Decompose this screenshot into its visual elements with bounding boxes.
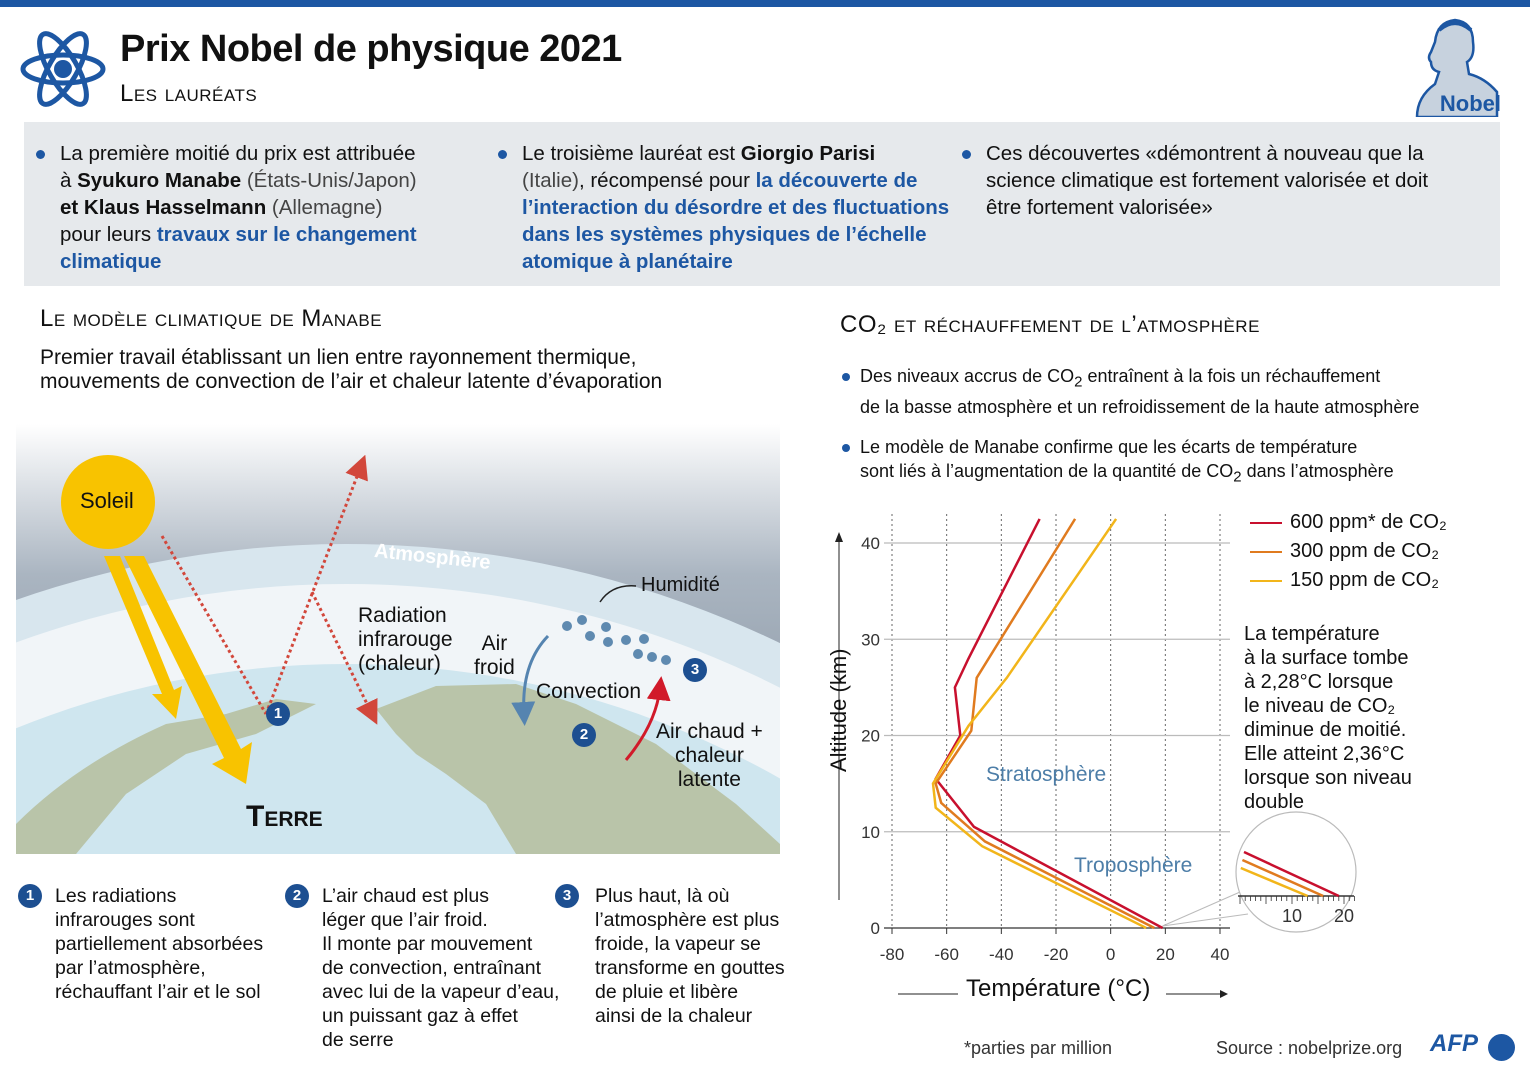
- humidity-dots: [562, 615, 671, 665]
- svg-text:30: 30: [861, 630, 880, 649]
- svg-text:-80: -80: [880, 945, 905, 964]
- legend-item-300: 300 ppm de CO₂: [1250, 537, 1447, 566]
- sun-label: Soleil: [80, 488, 134, 513]
- legend-swatch: [1250, 521, 1282, 524]
- source-credit: Source : nobelprize.org: [1216, 1038, 1403, 1058]
- chart-legend: 600 ppm* de CO₂ 300 ppm de CO₂ 150 ppm d…: [1250, 508, 1447, 595]
- page-subtitle: Les lauréats: [120, 80, 258, 107]
- continents: [16, 684, 780, 854]
- bullet-icon: [36, 150, 45, 159]
- step-2: 2 L’air chaud est plus léger que l’air f…: [285, 884, 559, 1052]
- info-column-1: La première moitié du prix est attribuée…: [36, 140, 480, 275]
- legend-swatch: [1250, 579, 1282, 582]
- co2-bullet-2: Le modèle de Manabe confirme que les éca…: [842, 435, 1419, 490]
- info-column-3: Ces découvertes «démontrent à nouveau qu…: [962, 140, 1456, 221]
- sun-icon: [61, 455, 155, 549]
- temperature-altitude-chart: 0 10 20 30 40 -80 -60 -40 -20 0 20 40 Température (°…: [826, 514, 1357, 1002]
- highlight-parisi: la découverte de l’interaction du désord…: [522, 169, 950, 273]
- afp-logo-dot-icon: [1488, 1034, 1515, 1061]
- svg-text:0: 0: [1106, 945, 1115, 964]
- co2-section-title: CO₂ et réchauffement de l’atmosphère: [840, 311, 1260, 338]
- step-3: 3 Plus haut, là où l’atmosphère est plus…: [555, 884, 785, 1028]
- step-1: 1 Les radiations infrarouges sont partie…: [18, 884, 263, 1004]
- humidity-label: Humidité: [641, 574, 720, 596]
- radiation-label: Radiation infrarouge (chaleur): [358, 604, 453, 675]
- svg-text:20: 20: [1156, 945, 1175, 964]
- page-title: Prix Nobel de physique 2021: [120, 28, 622, 70]
- svg-text:0: 0: [871, 919, 880, 938]
- nobel-logo-text: Nobel: [1439, 91, 1501, 116]
- convection-label: Convection: [536, 680, 642, 703]
- svg-text:40: 40: [1211, 945, 1230, 964]
- svg-text:Altitude (km): Altitude (km): [826, 649, 851, 772]
- co2-bullets: Des niveaux accrus de CO2 entraînent à l…: [842, 364, 1419, 505]
- earth-atmosphere-diagram: [16, 424, 780, 854]
- bullet-icon: [842, 443, 850, 452]
- top-accent-bar: [0, 0, 1530, 7]
- legend-swatch: [1250, 550, 1282, 553]
- atom-icon: [20, 31, 106, 107]
- svg-text:-40: -40: [989, 945, 1014, 964]
- marker-2-badge: 2: [572, 723, 596, 747]
- svg-text:Température (°C): Température (°C): [966, 975, 1150, 1002]
- bullet-icon: [842, 373, 850, 381]
- svg-text:-60: -60: [934, 945, 959, 964]
- step-3-badge: 3: [555, 884, 579, 908]
- quote-text: Ces découvertes «démontrent à nouveau qu…: [986, 142, 1429, 219]
- svg-text:Stratosphère: Stratosphère: [986, 763, 1106, 786]
- laureate-manabe: Syukuro Manabe: [77, 169, 242, 192]
- warm-air-label: Air chaud + chaleur latente: [656, 720, 763, 791]
- nobel-portrait-icon: [1415, 18, 1499, 119]
- bullet-icon: [498, 150, 507, 159]
- earth-label: Terre: [246, 800, 323, 833]
- legend-item-600: 600 ppm* de CO₂: [1250, 508, 1447, 537]
- step-2-badge: 2: [285, 884, 309, 908]
- marker-1-badge: 1: [266, 702, 290, 726]
- highlight-climate: travaux sur le changement climatique: [60, 223, 417, 273]
- laureate-parisi: Giorgio Parisi: [740, 142, 876, 165]
- bullet-icon: [962, 150, 971, 159]
- nobel-logo: Nobel: [1405, 12, 1505, 119]
- climate-model-illustration: Soleil Atmosphère Radiation infrarouge (…: [16, 424, 780, 854]
- surface-temperature-note: La température à la surface tombe à 2,28…: [1244, 623, 1412, 813]
- afp-logo: AFP: [1430, 1030, 1478, 1057]
- svg-text:20: 20: [861, 727, 880, 746]
- svg-text:-20: -20: [1044, 945, 1069, 964]
- svg-text:40: 40: [861, 534, 880, 553]
- manabe-description: Premier travail établissant un lien entr…: [40, 346, 663, 393]
- svg-text:10: 10: [861, 823, 880, 842]
- svg-text:20: 20: [1334, 906, 1354, 926]
- step-1-badge: 1: [18, 884, 42, 908]
- co2-bullet-1: Des niveaux accrus de CO2 entraînent à l…: [842, 364, 1419, 419]
- footnote: *parties par million: [964, 1038, 1113, 1058]
- legend-item-150: 150 ppm de CO₂: [1250, 566, 1447, 595]
- svg-text:Troposphère: Troposphère: [1074, 854, 1192, 877]
- info-column-2: Le troisième lauréat est Giorgio Parisi …: [498, 140, 962, 275]
- laureates-info-box: La première moitié du prix est attribuée…: [24, 122, 1500, 286]
- cold-air-label: Air froid: [474, 632, 515, 679]
- svg-text:10: 10: [1282, 906, 1302, 926]
- marker-3-badge: 3: [683, 658, 707, 682]
- laureate-hasselmann: et Klaus Hasselmann: [60, 196, 267, 219]
- manabe-section-title: Le modèle climatique de Manabe: [40, 305, 383, 332]
